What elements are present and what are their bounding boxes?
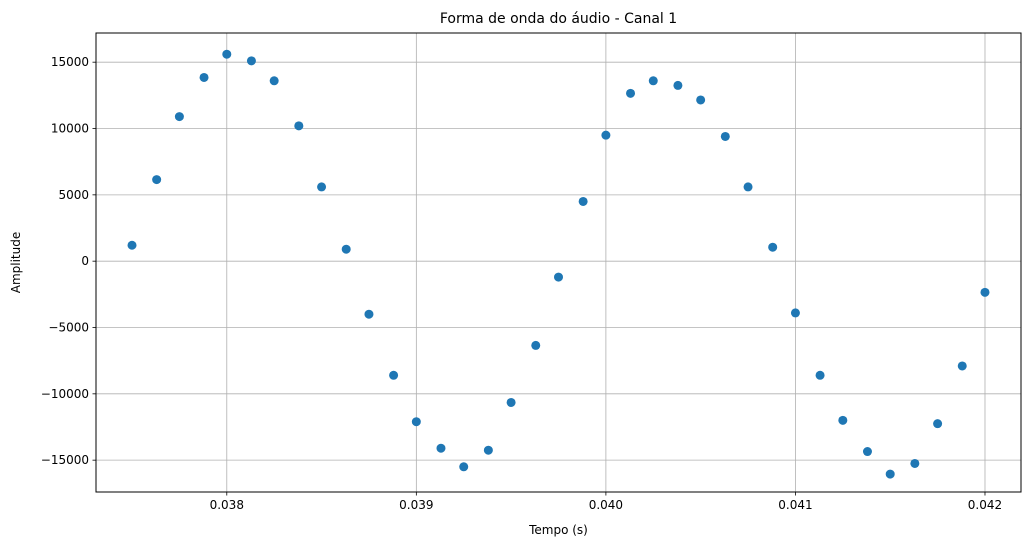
data-point bbox=[411, 417, 421, 427]
data-point bbox=[578, 196, 588, 206]
data-point bbox=[933, 419, 943, 429]
data-point bbox=[152, 175, 162, 185]
data-point bbox=[506, 397, 516, 407]
data-point bbox=[436, 443, 446, 453]
data-point bbox=[957, 361, 967, 371]
data-point bbox=[364, 309, 374, 319]
x-tick-label: 0.039 bbox=[399, 498, 433, 512]
data-point bbox=[483, 445, 493, 455]
data-point bbox=[885, 469, 895, 479]
x-tick-label: 0.041 bbox=[778, 498, 812, 512]
data-point bbox=[294, 121, 304, 131]
data-point bbox=[199, 72, 209, 82]
data-point bbox=[317, 182, 327, 192]
data-point bbox=[341, 244, 351, 254]
data-point bbox=[696, 95, 706, 105]
data-point bbox=[601, 130, 611, 140]
x-tick-label: 0.038 bbox=[210, 498, 244, 512]
data-point bbox=[389, 370, 399, 380]
data-point bbox=[626, 88, 636, 98]
x-tick-label: 0.040 bbox=[589, 498, 623, 512]
data-point bbox=[980, 287, 990, 297]
y-axis-label: Amplitude bbox=[9, 232, 23, 294]
x-axis-label: Tempo (s) bbox=[528, 523, 588, 537]
data-point bbox=[269, 76, 279, 86]
data-point bbox=[531, 340, 541, 350]
data-point bbox=[790, 308, 800, 318]
plot-frame bbox=[95, 32, 1022, 493]
data-point bbox=[648, 76, 658, 86]
data-point bbox=[554, 272, 563, 282]
data-point bbox=[459, 462, 469, 472]
data-points bbox=[127, 49, 990, 479]
chart-title: Forma de onda do áudio - Canal 1 bbox=[440, 11, 677, 27]
y-tick-label: −5000 bbox=[48, 321, 89, 335]
data-point bbox=[862, 447, 872, 457]
data-point bbox=[174, 112, 184, 122]
y-tick-label: 0 bbox=[81, 254, 89, 268]
y-tick-label: 10000 bbox=[51, 122, 89, 136]
data-point bbox=[815, 370, 825, 380]
data-point bbox=[910, 458, 920, 468]
y-tick-label: 15000 bbox=[51, 55, 89, 69]
data-point bbox=[673, 80, 683, 90]
x-tick-label: 0.042 bbox=[968, 498, 1002, 512]
data-point bbox=[838, 415, 848, 425]
y-tick-label: 5000 bbox=[58, 188, 89, 202]
data-point bbox=[222, 49, 232, 59]
data-point bbox=[720, 131, 730, 141]
data-point bbox=[246, 56, 256, 66]
x-axis-ticks: 0.038 0.039 0.040 0.041 0.042 bbox=[210, 492, 1002, 512]
data-point bbox=[768, 242, 778, 252]
data-point bbox=[127, 240, 137, 250]
y-axis-ticks: 15000 10000 5000 0 −5000 −10000 −15000 bbox=[41, 55, 96, 467]
data-point bbox=[743, 182, 753, 192]
y-tick-label: −10000 bbox=[41, 387, 89, 401]
y-tick-label: −15000 bbox=[41, 453, 89, 467]
